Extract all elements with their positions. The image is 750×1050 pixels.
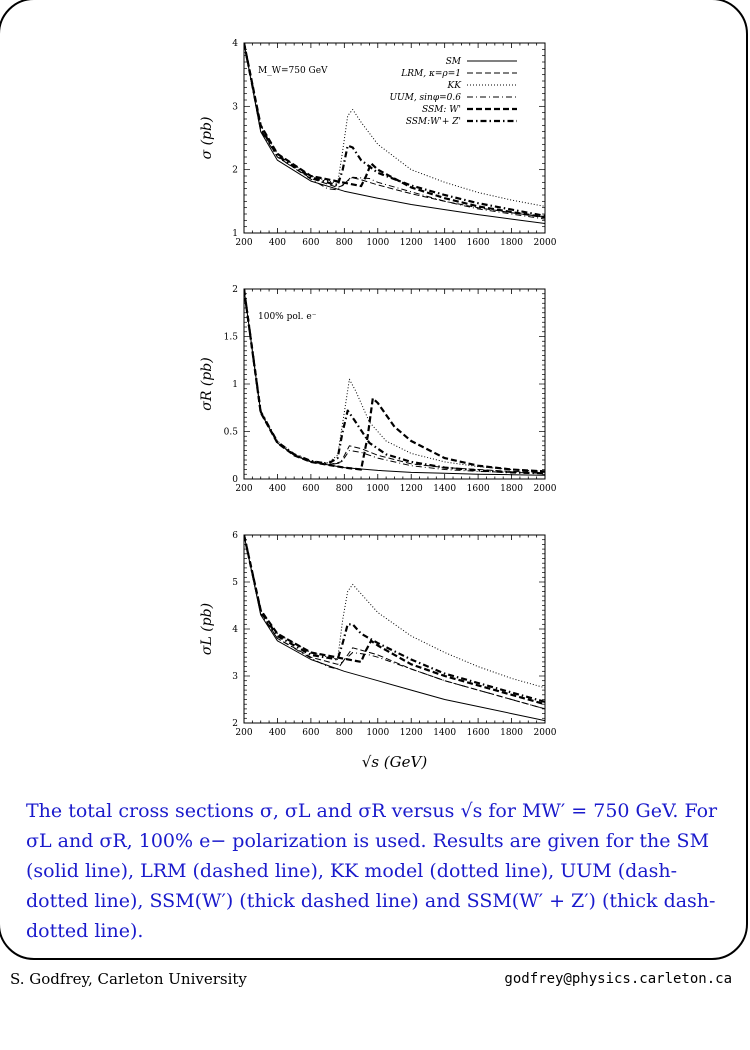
series-group: [244, 535, 545, 722]
series-line-dashdot: [244, 289, 545, 474]
x-tick-label: 1000: [366, 484, 389, 494]
series-line-thickdashed: [244, 535, 545, 706]
y-tick-label: 3: [232, 672, 238, 682]
legend-label: KK: [447, 81, 463, 91]
x-tick-label: 2000: [534, 728, 557, 738]
series-line-solid: [244, 535, 545, 722]
legend-label: SM: [446, 57, 462, 67]
series-line-dashdot: [244, 43, 545, 220]
legend-label: UUM, sinφ=0.6: [389, 93, 461, 103]
x-axis-label: √s (GeV): [362, 753, 428, 771]
y-tick-label: 2: [232, 166, 238, 176]
x-tick-label: 800: [336, 238, 353, 248]
x-tick-label: 1600: [467, 484, 490, 494]
series-line-dotted: [244, 43, 545, 207]
figure-caption: The total cross sections σ, σL and σR ve…: [26, 796, 726, 946]
x-tick-label: 200: [235, 484, 252, 494]
y-tick-label: 1: [232, 229, 238, 239]
plot-frame: [243, 534, 546, 724]
cross-section-plots: 200 400 600 800 1000 1200 1400 1600 1800 20001234…: [199, 39, 557, 771]
x-tick-label: 1800: [500, 238, 523, 248]
chart-panel-2: 200 400 600 800 1000 1200 1400 1600 1800 2000 0 0.5…: [199, 285, 557, 494]
legend-label: SSM:W'+ Z': [406, 117, 461, 127]
x-tick-label: 1800: [500, 484, 523, 494]
footer-author: S. Godfrey, Carleton University: [10, 970, 247, 988]
y-axis-label: σR (pb): [199, 357, 215, 410]
footer-email: godfrey@physics.carleton.ca: [504, 971, 732, 987]
x-tick-label: 1000: [366, 238, 389, 248]
x-tick-label: 1200: [400, 238, 423, 248]
x-tick-label: 1600: [467, 238, 490, 248]
series-line-thickdashdot: [244, 535, 545, 703]
x-tick-label: 200: [235, 728, 252, 738]
x-tick-label: 600: [302, 484, 319, 494]
x-tick-label: 1600: [467, 728, 490, 738]
x-tick-label: 400: [269, 238, 286, 248]
y-tick-label: 4: [232, 625, 238, 635]
y-tick-label: 0.5: [224, 428, 239, 438]
x-tick-label: 2000: [534, 484, 557, 494]
series-line-dashed: [244, 535, 545, 710]
series-line-dotted: [244, 535, 545, 689]
x-tick-label: 1200: [400, 484, 423, 494]
x-tick-label: 1400: [433, 484, 456, 494]
x-tick-label: 400: [269, 484, 286, 494]
legend-label: SSM: W': [422, 105, 461, 115]
y-tick-label: 4: [232, 39, 238, 49]
series-line-dashdot: [244, 535, 545, 710]
panel-annotation: M_W=750 GeV: [258, 66, 328, 76]
slide-frame: [0, 0, 748, 960]
series-group: [244, 43, 545, 224]
x-tick-label: 1400: [433, 238, 456, 248]
x-tick-label: 600: [302, 728, 319, 738]
chart-panel-3: 200 400 600 800 1000 1200 1400 1600 1800 2000 2 3 4 5…: [199, 531, 557, 771]
panel-annotation: 100% pol. e⁻: [258, 312, 317, 322]
x-tick-label: 800: [336, 484, 353, 494]
x-tick-label: 1000: [366, 728, 389, 738]
x-tick-label: 1800: [500, 728, 523, 738]
x-tick-label: 600: [302, 238, 319, 248]
x-tick-label: 1400: [433, 728, 456, 738]
legend-label: LRM, κ=ρ=1: [400, 69, 461, 79]
y-tick-label: 6: [232, 531, 238, 541]
x-tick-label: 2000: [534, 238, 557, 248]
y-axis-label: σ (pb): [199, 117, 215, 160]
y-tick-label: 1: [232, 380, 238, 390]
series-group: [244, 289, 545, 476]
series-line-thickdashdot: [244, 289, 545, 475]
y-tick-label: 0: [232, 475, 238, 485]
y-tick-label: 2: [232, 285, 238, 295]
x-tick-label: 200: [235, 238, 252, 248]
x-tick-label: 1200: [400, 728, 423, 738]
series-line-thickdashdot: [244, 43, 545, 217]
series-line-thickdashed: [244, 289, 545, 473]
y-tick-label: 2: [232, 719, 238, 729]
x-tick-label: 800: [336, 728, 353, 738]
caption-text: The total cross sections σ, σL and σR ve…: [26, 800, 718, 942]
chart-panel-1: 200 400 600 800 1000 1200 1400 1600 1800 2000 1 2 3 4…: [199, 39, 557, 248]
series-line-solid: [244, 43, 545, 224]
y-tick-label: 3: [232, 102, 238, 112]
y-axis-label: σL (pb): [199, 603, 215, 655]
y-tick-label: 1.5: [224, 333, 239, 343]
x-tick-label: 400: [269, 728, 286, 738]
y-tick-label: 5: [232, 578, 238, 588]
